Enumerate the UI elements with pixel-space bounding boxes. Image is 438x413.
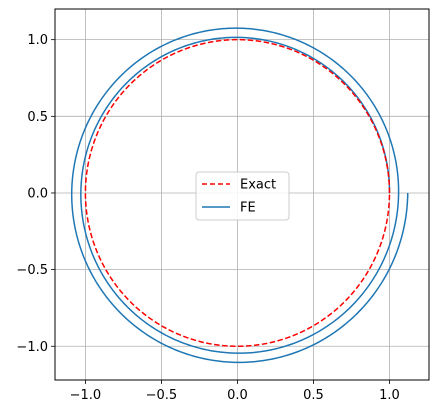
legend-label-exact: Exact xyxy=(240,178,276,193)
y-tick-label: 0.0 xyxy=(27,186,48,201)
x-tick-label: 0.0 xyxy=(227,388,248,403)
x-tick-label: −1.0 xyxy=(70,388,102,403)
plot-area xyxy=(70,27,409,364)
y-tick-label: 0.5 xyxy=(27,110,48,125)
y-tick-label: 1.0 xyxy=(27,33,48,48)
axes-frame xyxy=(54,8,430,381)
axis-ticks: −1.0 −0.5 0.0 0.5 1.0 −1.0 −0.5 0.0 0.5 1.0 xyxy=(16,33,399,403)
y-tick-label: −1.0 xyxy=(16,340,48,355)
x-tick-label: −0.5 xyxy=(146,388,178,403)
y-tick-label: −0.5 xyxy=(16,263,48,278)
series-line-exact xyxy=(84,38,391,348)
series-line-fe xyxy=(70,27,409,364)
legend: Exact FE xyxy=(195,171,290,221)
x-tick-label: 1.0 xyxy=(379,388,400,403)
legend-label-fe: FE xyxy=(240,201,256,216)
x-tick-label: 0.5 xyxy=(303,388,324,403)
